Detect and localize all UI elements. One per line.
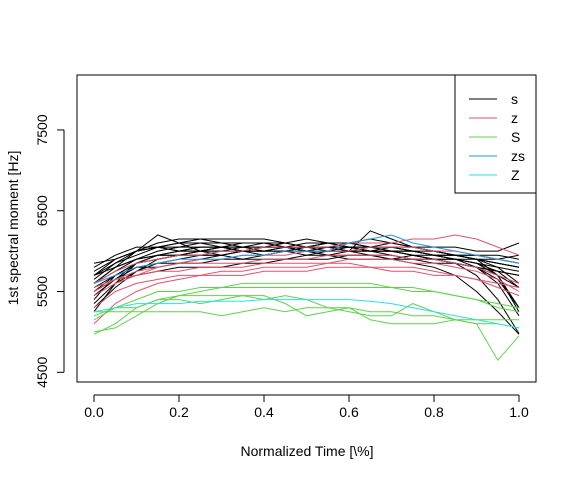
legend-label: z xyxy=(511,110,518,126)
series-line-z-25 xyxy=(93,246,520,292)
y-axis-label: 1st spectral moment [Hz] xyxy=(5,151,21,306)
x-tick-label: 1.0 xyxy=(509,404,529,420)
x-axis: 0.0 0.2 0.4 0.6 0.8 1.0 xyxy=(84,394,529,420)
legend-label: zs xyxy=(511,148,525,164)
y-tick-label: 5500 xyxy=(34,276,50,307)
x-tick-label: 0.4 xyxy=(254,404,274,420)
x-tick-label: 0.2 xyxy=(169,404,189,420)
series-line-z-20 xyxy=(93,258,520,292)
legend-label: S xyxy=(511,129,520,145)
series-line-s-15 xyxy=(93,254,520,304)
series-line-Z-32 xyxy=(93,299,520,329)
x-tick-label: 0.0 xyxy=(84,404,104,420)
legend-box xyxy=(454,74,537,194)
series-line-z-22 xyxy=(93,262,520,309)
series-line-S-27 xyxy=(93,295,520,362)
x-tick-label: 0.6 xyxy=(339,404,359,420)
y-tick-label: 7500 xyxy=(34,114,50,145)
plot-frame xyxy=(76,74,537,383)
series-line-s-6 xyxy=(93,246,520,334)
legend-label: Z xyxy=(511,167,520,183)
y-tick-label: 6500 xyxy=(34,195,50,226)
legend-label: s xyxy=(511,91,518,107)
y-axis: 4500 5500 6500 7500 xyxy=(34,114,65,388)
y-tick-label: 4500 xyxy=(34,357,50,388)
series-line-z-23 xyxy=(93,234,520,284)
series-line-S-30 xyxy=(93,287,520,317)
series-line-zs-31 xyxy=(93,234,520,284)
series-line-z-24 xyxy=(93,266,520,325)
x-axis-label: Normalized Time [\%] xyxy=(240,443,373,459)
series-line-S-28 xyxy=(94,307,519,321)
series-line-s-12 xyxy=(93,242,520,288)
series-line-s-5 xyxy=(93,246,520,308)
x-tick-label: 0.8 xyxy=(424,404,444,420)
series-line-S-29 xyxy=(93,295,520,335)
series-line-s-1 xyxy=(93,246,520,317)
series-lines xyxy=(93,230,520,362)
